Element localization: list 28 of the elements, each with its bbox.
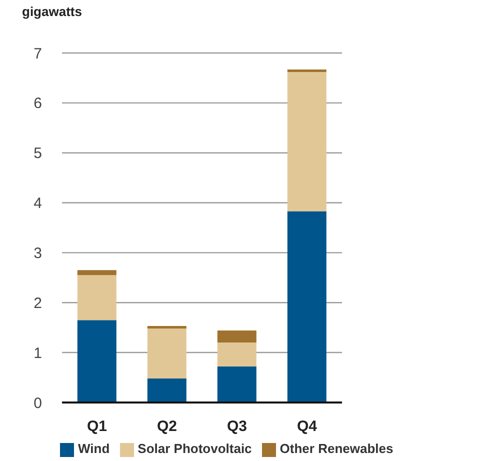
x-tick-label: Q3: [226, 418, 248, 436]
bar: [147, 326, 186, 329]
x-tick-label: Q2: [156, 418, 178, 436]
y-tick-label: 2: [34, 294, 42, 312]
bar: [77, 275, 116, 320]
y-axis-title: gigawatts: [22, 4, 82, 19]
y-tick-label: 1: [34, 344, 42, 362]
bar: [77, 320, 116, 402]
bar: [217, 330, 256, 343]
bar: [77, 270, 116, 276]
y-tick-label: 0: [34, 394, 42, 412]
bar: [287, 211, 326, 402]
y-tick-label: 6: [34, 95, 42, 112]
y-tick-label: 7: [34, 45, 42, 62]
bar: [217, 342, 256, 366]
x-tick-label: Q4: [296, 418, 318, 436]
legend-label: Other Renewables: [280, 441, 394, 456]
bar: [287, 69, 326, 72]
y-tick-label: 4: [34, 195, 42, 212]
y-tick-label: 3: [34, 245, 42, 262]
legend-label: Solar Photovoltaic: [138, 441, 252, 456]
bar: [287, 72, 326, 212]
bar: [147, 328, 186, 378]
legend-label: Wind: [78, 441, 110, 456]
y-tick-label: 5: [34, 145, 42, 162]
bar: [147, 378, 186, 402]
x-tick-label: Q1: [86, 418, 108, 436]
bar: [217, 366, 256, 402]
